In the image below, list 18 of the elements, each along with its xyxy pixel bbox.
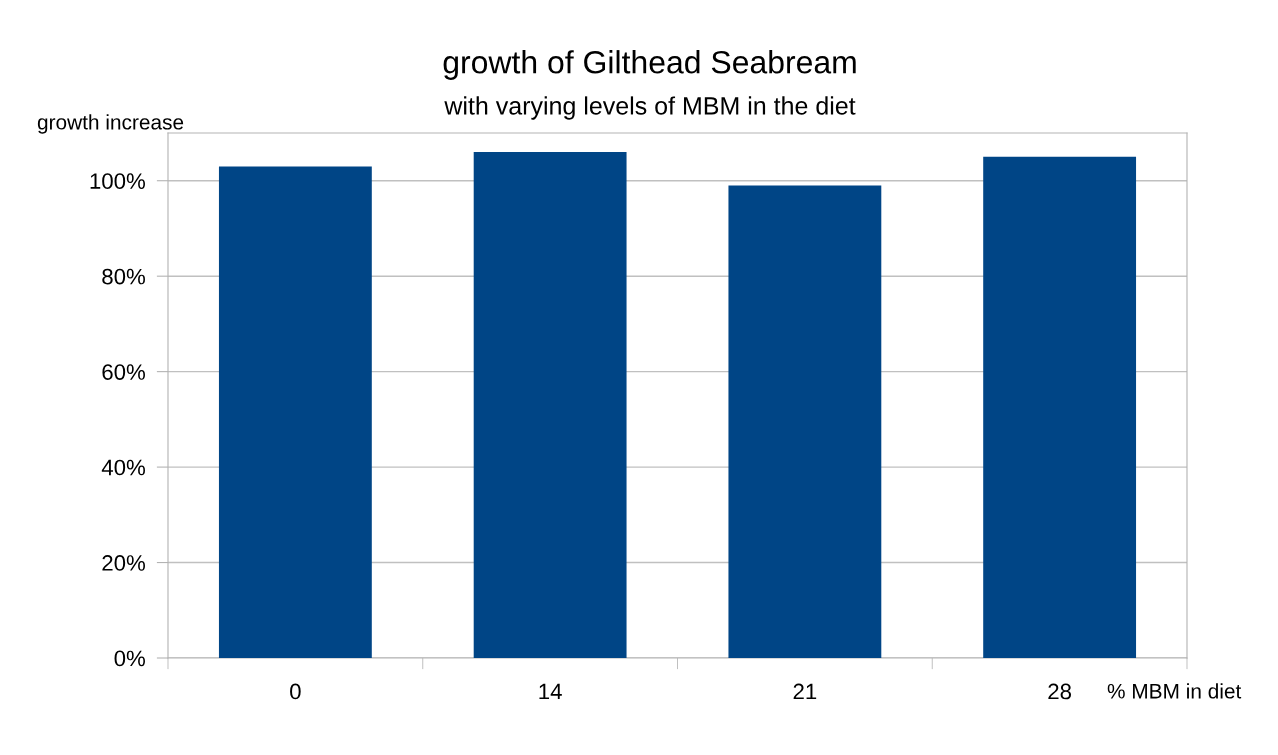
chart-subtitle: with varying levels of MBM in the diet bbox=[444, 96, 856, 120]
bar bbox=[473, 152, 627, 658]
y-axis-title: growth increase bbox=[37, 114, 184, 134]
y-tick-label: 40% bbox=[101, 459, 145, 476]
y-tick-label: 20% bbox=[102, 555, 145, 571]
chart-title: growth of Gilthead Seabream bbox=[443, 50, 856, 80]
y-tick-label: 60% bbox=[102, 364, 145, 380]
bar bbox=[983, 156, 1137, 658]
x-tick-label: 21 bbox=[793, 683, 817, 700]
x-tick-label: 28 bbox=[1048, 683, 1072, 700]
y-tick-label: 80% bbox=[102, 268, 145, 285]
x-tick-label: 14 bbox=[539, 683, 562, 700]
bar bbox=[728, 185, 882, 658]
y-tick-label: 0% bbox=[114, 650, 145, 667]
x-tick-label: 0 bbox=[290, 683, 301, 700]
bar bbox=[218, 166, 372, 658]
x-axis-title: % MBM in diet bbox=[1107, 683, 1242, 699]
y-tick-label: 100% bbox=[90, 173, 145, 189]
